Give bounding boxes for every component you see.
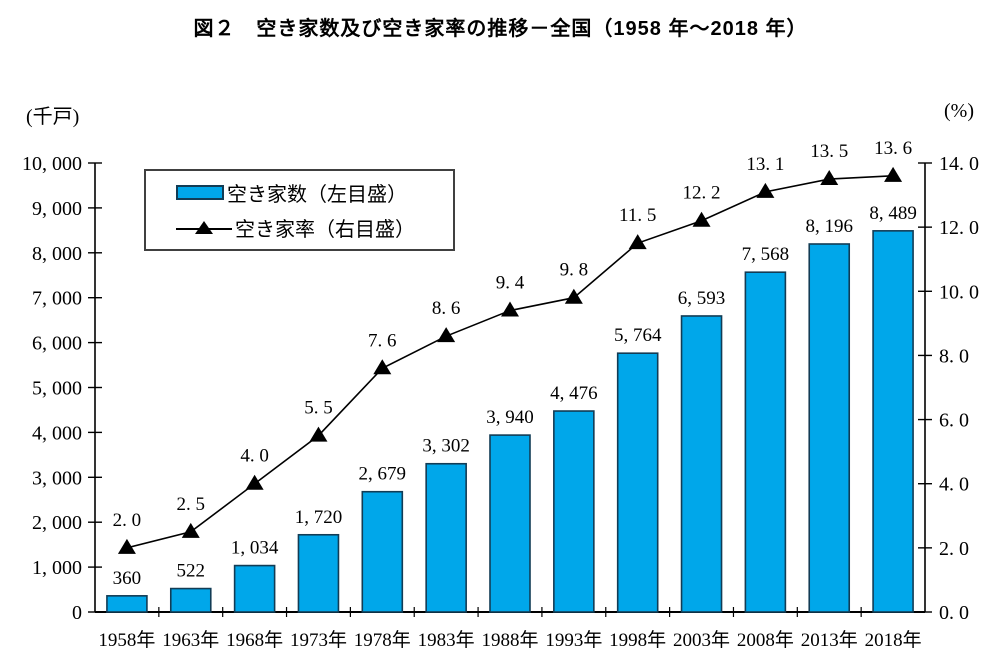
rate-triangle-marker (884, 166, 903, 182)
y-axis-right-tick-label: 0. 0 (939, 602, 969, 624)
rate-triangle-marker (628, 234, 647, 250)
x-axis-category-label: 1993年 (545, 629, 602, 651)
legend-line-triangle-swatch-icon (176, 220, 232, 234)
y-axis-left-tick-label: 9, 000 (32, 198, 82, 220)
right-axis-unit-label: (%) (944, 100, 974, 122)
y-axis-left-tick-label: 1, 000 (32, 557, 82, 579)
y-axis-right-tick-label: 8. 0 (939, 345, 969, 367)
rate-triangle-marker (501, 301, 519, 317)
rate-value-label: 13. 1 (746, 154, 784, 175)
rate-value-label: 2. 0 (113, 510, 142, 531)
x-axis-category-label: 2003年 (673, 629, 730, 651)
rate-value-label: 13. 6 (874, 138, 912, 159)
bar-value-label: 5, 764 (614, 325, 662, 346)
y-axis-right-tick-label: 2. 0 (939, 538, 969, 560)
y-axis-left-tick-label: 4, 000 (32, 422, 82, 444)
bar-vacant-count (489, 434, 531, 613)
bar-value-label: 1, 034 (231, 538, 279, 559)
bar-value-label: 8, 196 (805, 216, 853, 237)
x-axis-category-label: 1963年 (162, 629, 219, 651)
bar-vacant-count (808, 243, 851, 613)
bar-vacant-count (169, 587, 212, 613)
bar-value-label: 8, 489 (869, 203, 917, 224)
x-axis-category-label: 1998年 (609, 629, 666, 651)
rate-value-label: 8. 6 (432, 298, 461, 319)
y-axis-right-tick-label: 10. 0 (939, 281, 979, 303)
y-axis-left-tick-label: 10, 000 (22, 153, 82, 175)
rate-value-label: 13. 5 (810, 141, 848, 162)
bar-vacant-count (553, 410, 595, 613)
bar-vacant-count (425, 462, 467, 613)
legend-bar-swatch-icon (176, 184, 224, 200)
rate-triangle-marker (820, 170, 839, 186)
y-axis-left-tick-label: 0 (72, 602, 82, 624)
x-axis-category-label: 1973年 (290, 629, 347, 651)
bar-vacant-count (616, 352, 659, 613)
legend-label-vacant-count: 空き家数（左目盛） (227, 183, 407, 206)
x-axis-category-label: 1988年 (481, 629, 538, 651)
y-axis-left-tick-label: 8, 000 (32, 243, 82, 265)
bar-value-label: 7, 568 (742, 244, 790, 265)
bar-vacant-count (106, 595, 148, 613)
rate-triangle-marker (181, 522, 200, 538)
y-axis-left-tick-label: 7, 000 (32, 288, 82, 310)
y-axis-right-tick-label: 4. 0 (939, 474, 969, 496)
bar-vacant-count (361, 490, 404, 613)
y-axis-right-tick-label: 12. 0 (939, 217, 979, 239)
bar-vacant-count (680, 315, 723, 613)
rate-value-label: 9. 8 (560, 260, 589, 281)
legend-label-vacancy-rate: 空き家率（右目盛） (235, 219, 415, 242)
bar-vacant-count (872, 230, 914, 613)
rate-value-label: 12. 2 (683, 183, 721, 204)
bar-value-label: 522 (177, 561, 206, 582)
rate-triangle-marker (245, 474, 264, 490)
bar-value-label: 4, 476 (550, 383, 598, 404)
rate-value-label: 2. 5 (177, 494, 206, 515)
y-axis-right-tick-label: 14. 0 (939, 153, 979, 175)
x-axis-category-label: 2013年 (801, 629, 858, 651)
rate-value-label: 11. 5 (619, 205, 656, 226)
x-axis-category-label: 1958年 (98, 629, 155, 651)
rate-value-label: 5. 5 (304, 398, 333, 419)
x-axis-category-label: 1978年 (354, 629, 411, 651)
rate-triangle-marker (373, 359, 392, 375)
x-axis-category-label: 2008年 (737, 629, 794, 651)
rate-value-label: 4. 0 (240, 446, 269, 467)
y-axis-left-tick-label: 3, 000 (32, 467, 82, 489)
x-axis-category-label: 2018年 (865, 629, 922, 651)
rate-triangle-marker (692, 211, 711, 227)
rate-value-label: 9. 4 (496, 273, 525, 294)
rate-triangle-marker (756, 182, 775, 198)
left-axis-unit-label: (千戸) (26, 106, 80, 128)
rate-triangle-marker (564, 288, 583, 304)
rate-value-label: 7. 6 (368, 330, 397, 351)
legend-box: 空き家数（左目盛） 空き家率（右目盛） (144, 169, 455, 251)
y-axis-left-tick-label: 5, 000 (32, 378, 82, 400)
bar-vacant-count (233, 564, 276, 613)
bar-value-label: 3, 940 (486, 407, 534, 428)
legend-item-vacancy-rate: 空き家率（右目盛） (176, 213, 453, 242)
x-axis-category-label: 1983年 (418, 629, 475, 651)
bar-value-label: 6, 593 (678, 288, 726, 309)
chart-title: 図２ 空き家数及び空き家率の推移－全国（1958 年～2018 年） (193, 18, 808, 40)
x-axis-category-label: 1968年 (226, 629, 283, 651)
rate-triangle-marker (437, 327, 456, 343)
bar-value-label: 1, 720 (295, 507, 343, 528)
bar-value-label: 360 (113, 568, 142, 589)
bar-value-label: 2, 679 (359, 464, 407, 485)
y-axis-right-tick-label: 6. 0 (939, 410, 969, 432)
legend-item-vacant-count: 空き家数（左目盛） (176, 178, 453, 207)
bar-vacant-count (297, 533, 340, 613)
y-axis-left-tick-label: 2, 000 (32, 512, 82, 534)
bar-vacant-count (744, 271, 787, 613)
bar-value-label: 3, 302 (422, 436, 470, 457)
rate-triangle-marker (117, 538, 136, 554)
y-axis-left-tick-label: 6, 000 (32, 333, 82, 355)
rate-triangle-marker (309, 426, 328, 442)
